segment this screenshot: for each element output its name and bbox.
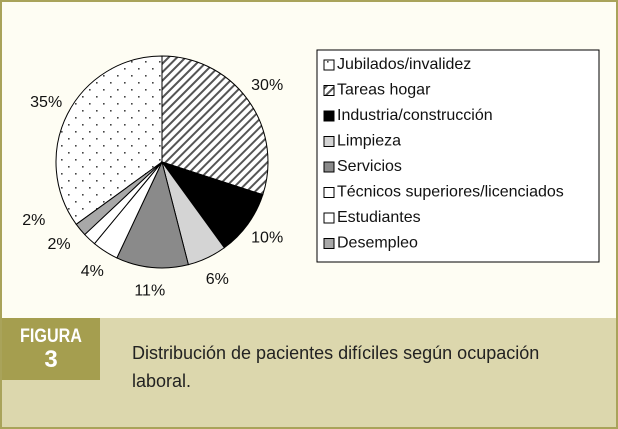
legend-label: Tareas hogar — [337, 82, 431, 99]
figure-label: FIGURA — [20, 326, 82, 347]
pie-slice — [55, 55, 163, 226]
legend-swatch — [323, 110, 335, 122]
value-label: 10% — [251, 230, 283, 247]
value-label: 6% — [206, 271, 229, 288]
pie-slice — [75, 161, 163, 236]
caption: Distribución de pacientes difíciles segú… — [132, 339, 539, 395]
legend-swatch — [323, 136, 335, 147]
value-label: 30% — [251, 77, 283, 94]
figure-number: 3 — [44, 346, 58, 373]
legend-swatch — [323, 161, 335, 173]
value-label: 2% — [22, 212, 45, 229]
caption-line: Distribución de pacientes difíciles segú… — [132, 343, 540, 363]
legend-label: Limpieza — [337, 133, 401, 150]
legend-swatch — [323, 59, 335, 71]
value-label: 4% — [81, 263, 104, 280]
figure-badge: FIGURA 3 — [2, 318, 100, 380]
value-label: 35% — [30, 94, 62, 111]
chart: 35% 30% 10% 6% 11% 4% 2%2% Jubilados/invalidez T… — [22, 49, 600, 300]
caption-band — [2, 318, 616, 427]
legend-label: Jubilados/invalidez — [337, 56, 471, 73]
pie-slice — [161, 55, 269, 196]
legend-swatch — [323, 212, 335, 224]
legend-label: Técnicos superiores/licenciados — [337, 184, 564, 201]
legend-label: Industria/construcción — [337, 107, 493, 124]
legend-box — [316, 49, 600, 263]
pie-slice — [116, 160, 189, 269]
legend-label: Estudiantes — [337, 209, 421, 226]
value-label: 11% — [134, 283, 165, 300]
legend-swatch — [323, 187, 335, 198]
legend-swatch — [323, 85, 335, 96]
value-label: 2% — [47, 236, 70, 253]
legend-label: Desempleo — [337, 235, 418, 252]
legend-swatch — [323, 238, 335, 249]
legend-label: Servicios — [337, 158, 402, 175]
caption-line: laboral. — [132, 371, 192, 391]
